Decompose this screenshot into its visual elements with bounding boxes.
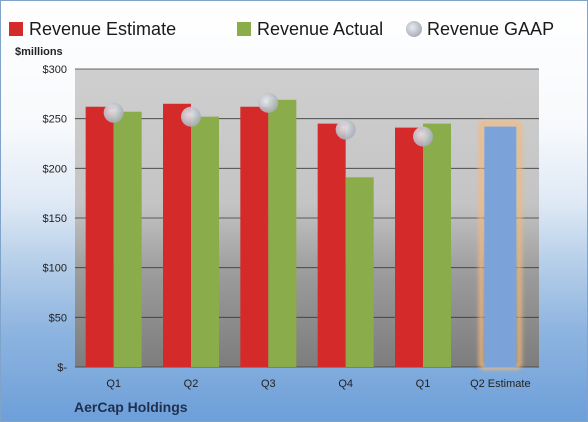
company-name: AerCap Holdings xyxy=(74,399,188,415)
legend-swatch xyxy=(9,22,23,36)
marker-revenue-gaap xyxy=(413,126,433,147)
y-tick-label: $50 xyxy=(49,312,67,324)
y-tick-label: $300 xyxy=(43,64,67,76)
legend-swatch-gaap xyxy=(406,21,422,37)
legend-label: Revenue GAAP xyxy=(427,19,554,39)
bar-revenue-actual xyxy=(423,123,451,367)
y-tick-label: $- xyxy=(57,362,67,374)
bar-revenue-estimate xyxy=(85,106,114,367)
legend-swatch xyxy=(237,22,251,36)
marker-revenue-gaap xyxy=(181,106,201,127)
x-tick-label: Q4 xyxy=(338,378,353,390)
y-tick-label: $200 xyxy=(43,163,67,175)
marker-revenue-gaap xyxy=(258,92,279,113)
marker-revenue-gaap xyxy=(335,119,356,140)
marker-revenue-gaap xyxy=(103,102,124,123)
bar-revenue-actual xyxy=(113,111,142,367)
bar-q2-estimate xyxy=(484,126,517,367)
x-tick-label: Q1 xyxy=(106,378,121,390)
bar-revenue-estimate xyxy=(395,127,423,368)
x-tick-label: Q2 xyxy=(184,378,199,390)
bar-revenue-actual xyxy=(345,177,374,367)
bar-revenue-estimate xyxy=(317,123,346,367)
legend-label: Revenue Estimate xyxy=(29,19,176,39)
bar-revenue-actual xyxy=(268,99,297,367)
legend-label: Revenue Actual xyxy=(257,19,383,39)
x-tick-label: Q2 Estimate xyxy=(470,378,531,390)
x-tick-label: Q1 xyxy=(416,378,431,390)
y-tick-label: $150 xyxy=(43,213,67,225)
y-unit-label: $millions xyxy=(15,46,63,58)
bar-revenue-estimate xyxy=(163,103,191,368)
y-tick-label: $250 xyxy=(43,114,67,126)
x-tick-label: Q3 xyxy=(261,378,276,390)
bar-revenue-actual xyxy=(191,116,219,368)
bar-revenue-estimate xyxy=(240,106,269,367)
y-tick-label: $100 xyxy=(43,263,67,275)
